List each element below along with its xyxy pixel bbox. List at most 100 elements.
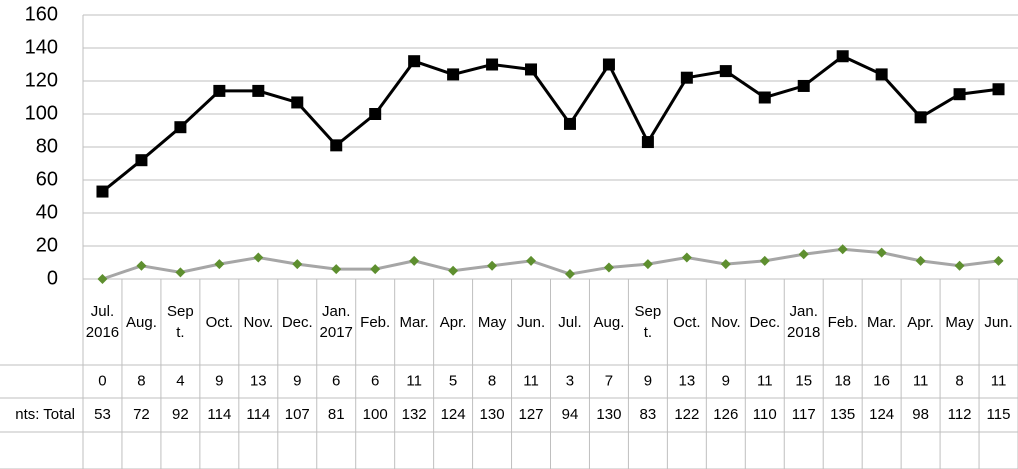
- x-tick-cell: Sept.: [167, 303, 194, 341]
- marker: [526, 255, 537, 266]
- x-tick-cell: Dec.: [281, 313, 313, 331]
- x-tick-cell: May: [477, 313, 507, 331]
- table-value: 5: [449, 372, 457, 389]
- table-value: 8: [488, 372, 496, 389]
- table-value: 9: [644, 372, 652, 389]
- x-tick-label: Jan. 2017: [319, 303, 353, 341]
- table-value: 8: [955, 372, 963, 389]
- x-tick-cell: Mar.: [867, 313, 897, 331]
- table-value: 92: [172, 406, 189, 423]
- marker: [720, 259, 731, 270]
- table-value: 81: [328, 406, 345, 423]
- x-tick-label: Jul. 2016: [85, 303, 120, 341]
- y-tick-label: 20: [36, 234, 58, 256]
- marker: [135, 154, 148, 167]
- marker: [954, 260, 965, 271]
- x-tick-label: Mar.: [867, 313, 897, 331]
- table-value: 72: [133, 406, 150, 423]
- series-line: [101, 54, 999, 193]
- x-tick-label: Jul.: [558, 313, 582, 331]
- x-tick-label: Oct.: [205, 313, 234, 331]
- x-tick-label: Feb.: [827, 313, 858, 331]
- marker: [448, 265, 459, 276]
- marker: [680, 71, 693, 84]
- table-value: 6: [332, 372, 340, 389]
- table-value: 126: [713, 406, 738, 423]
- marker: [253, 252, 264, 263]
- table-value: 53: [94, 406, 111, 423]
- x-tick-cell: Oct.: [673, 313, 701, 331]
- x-tick-label: Jan. 2018: [787, 303, 821, 341]
- x-tick-label: Feb.: [360, 313, 391, 331]
- table-value: 135: [830, 406, 855, 423]
- table-value: 127: [519, 406, 544, 423]
- x-tick-cell: Nov.: [711, 314, 741, 331]
- marker: [96, 185, 109, 198]
- x-tick-label: May: [945, 313, 974, 331]
- marker: [876, 247, 887, 258]
- table-value: 11: [991, 372, 1007, 389]
- table-value: 13: [250, 372, 267, 389]
- marker: [292, 259, 303, 270]
- table-value: 114: [207, 406, 231, 423]
- marker: [642, 259, 653, 270]
- marker: [563, 117, 576, 130]
- x-tick-cell: Dec.: [749, 313, 781, 331]
- y-tick-label: 40: [36, 201, 58, 223]
- x-tick-cell: Aug.: [593, 313, 625, 331]
- marker: [915, 255, 926, 266]
- marker: [836, 50, 849, 63]
- table-value: 100: [363, 406, 388, 423]
- x-tick-cell: Jul.: [558, 313, 582, 331]
- marker: [603, 262, 614, 273]
- marker: [875, 68, 888, 81]
- marker: [798, 249, 809, 260]
- table-value: 130: [480, 406, 505, 423]
- y-tick-label: 140: [25, 36, 58, 58]
- marker: [953, 88, 966, 101]
- x-tick-label: Aug.: [593, 313, 625, 331]
- table-value: 124: [441, 406, 466, 423]
- x-tick-cell: May: [945, 313, 974, 331]
- x-tick-cell: Mar.: [400, 314, 429, 331]
- x-tick-cell: Jan. 2017: [319, 303, 353, 341]
- x-tick-cell: Apr.: [907, 313, 934, 331]
- y-tick-label: 160: [25, 3, 58, 25]
- x-tick-label: Dec.: [281, 313, 313, 331]
- x-tick-cell: Feb.: [360, 313, 391, 331]
- marker: [175, 267, 186, 278]
- x-tick-label: Oct.: [673, 313, 701, 331]
- x-tick-label: Apr.: [907, 313, 934, 331]
- marker: [797, 79, 810, 92]
- x-tick-cell: Feb.: [827, 313, 858, 331]
- marker: [486, 58, 499, 71]
- y-tick-label: 60: [36, 168, 58, 190]
- x-tick-cell: Oct.: [205, 313, 234, 331]
- marker: [291, 96, 304, 109]
- table-value: 98: [912, 406, 929, 423]
- table-value: 112: [948, 406, 972, 423]
- x-tick-cell: Jun.: [984, 314, 1012, 331]
- y-tick-label: 100: [25, 102, 58, 124]
- table-value: 114: [246, 406, 270, 423]
- table-value: 18: [834, 372, 851, 389]
- marker: [97, 274, 108, 284]
- table-value: 15: [795, 372, 812, 389]
- marker: [914, 111, 927, 124]
- marker: [641, 136, 654, 149]
- x-tick-label: Aug.: [126, 313, 157, 331]
- x-tick-cell: Aug.: [126, 313, 157, 331]
- marker: [993, 255, 1004, 266]
- y-tick-label: 120: [25, 69, 58, 91]
- table-value: 11: [406, 372, 422, 389]
- x-tick-label: Apr.: [439, 313, 467, 331]
- x-tick-label: May: [477, 313, 507, 331]
- x-tick-cell: Jul. 2016: [85, 303, 120, 341]
- x-tick-cell: Jun.: [517, 314, 545, 331]
- marker: [409, 255, 420, 266]
- x-tick-label: Nov.: [243, 313, 274, 331]
- table-value: 6: [371, 372, 379, 389]
- x-tick-label: Dec.: [749, 313, 781, 331]
- table-value: 4: [176, 372, 184, 389]
